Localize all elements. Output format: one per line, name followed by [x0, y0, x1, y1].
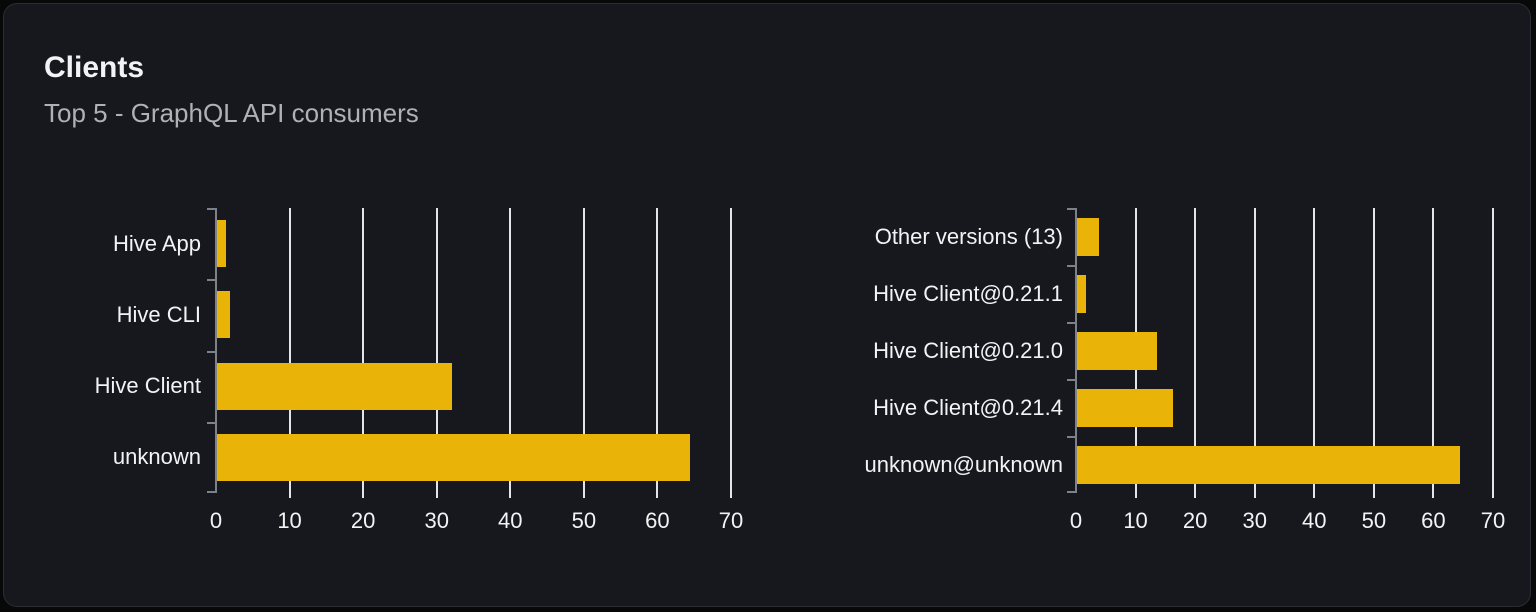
- bar[interactable]: [1076, 274, 1087, 313]
- gridline: [1432, 208, 1435, 498]
- x-tick-label: 40: [1302, 508, 1327, 533]
- clients-by-name-bar-chart: Hive App Hive CLI Hive Client unknown 0 10 20 3…: [44, 208, 761, 548]
- y-axis-tick: [1067, 379, 1075, 381]
- x-tick-label: 10: [1123, 508, 1148, 533]
- category-label: unknown: [112, 444, 201, 470]
- bar[interactable]: [1076, 217, 1099, 256]
- x-tick-label: 40: [498, 508, 523, 533]
- gridline: [1372, 208, 1375, 498]
- y-axis-tick: [1067, 491, 1075, 493]
- x-tick-label: 70: [1480, 508, 1506, 533]
- x-tick-label: 60: [645, 508, 670, 533]
- bar[interactable]: [216, 220, 227, 268]
- bar[interactable]: [1076, 331, 1158, 370]
- plot-area: [1067, 208, 1494, 498]
- x-tick-label: 30: [424, 508, 449, 533]
- gridline: [1253, 208, 1256, 498]
- x-tick-label: 50: [1361, 508, 1387, 533]
- y-axis-tick: [1067, 208, 1075, 210]
- y-axis-tick: [207, 491, 215, 493]
- x-tick-label: 0: [209, 508, 223, 533]
- y-axis-tick: [207, 422, 215, 424]
- bar[interactable]: [216, 362, 453, 410]
- category-label: unknown@unknown: [864, 451, 1063, 477]
- gridline: [362, 208, 365, 498]
- gridline: [1492, 208, 1494, 498]
- gridline: [509, 208, 512, 498]
- gridline: [730, 208, 732, 498]
- gridline: [435, 208, 438, 498]
- category-label: Other versions (13): [874, 223, 1063, 249]
- gridline: [288, 208, 291, 498]
- category-label: Hive CLI: [116, 301, 201, 327]
- bar[interactable]: [216, 291, 230, 339]
- y-axis-tick: [207, 208, 215, 210]
- bar[interactable]: [216, 433, 690, 481]
- gridline: [656, 208, 659, 498]
- category-label: Hive Client: [94, 373, 201, 399]
- bar[interactable]: [1076, 445, 1460, 484]
- clients-panel: Clients Top 5 - GraphQL API consumers Hi…: [3, 3, 1531, 607]
- x-tick-label: 10: [277, 508, 302, 533]
- gridline: [1313, 208, 1316, 498]
- gridline: [1194, 208, 1197, 498]
- x-tick-label: 60: [1421, 508, 1446, 533]
- x-tick-label: 50: [571, 508, 597, 533]
- y-axis-tick: [1067, 265, 1075, 267]
- x-tick-label: 0: [1069, 508, 1083, 533]
- panel-subtitle: Top 5 - GraphQL API consumers: [44, 98, 419, 128]
- category-label: Hive App: [112, 230, 201, 256]
- bar[interactable]: [1076, 388, 1174, 427]
- category-label: Hive Client@0.21.0: [873, 337, 1063, 363]
- x-tick-label: 70: [718, 508, 744, 533]
- y-axis-tick: [207, 351, 215, 353]
- y-axis-line: [1075, 208, 1077, 493]
- gridline: [582, 208, 585, 498]
- y-axis-line: [215, 208, 217, 493]
- x-tick-label: 20: [350, 508, 376, 533]
- x-tick-label: 30: [1242, 508, 1267, 533]
- x-tick-label: 20: [1182, 508, 1208, 533]
- y-axis-tick: [1067, 436, 1075, 438]
- panel-title: Clients: [44, 51, 145, 84]
- y-axis-tick: [207, 279, 215, 281]
- clients-by-version-bar-chart: Other versions (13) Hive Client@0.21.1 Hiv…: [846, 208, 1523, 548]
- category-label: Hive Client@0.21.1: [873, 280, 1063, 306]
- category-label: Hive Client@0.21.4: [873, 394, 1063, 420]
- y-axis-tick: [1067, 322, 1075, 324]
- plot-area: [207, 208, 732, 498]
